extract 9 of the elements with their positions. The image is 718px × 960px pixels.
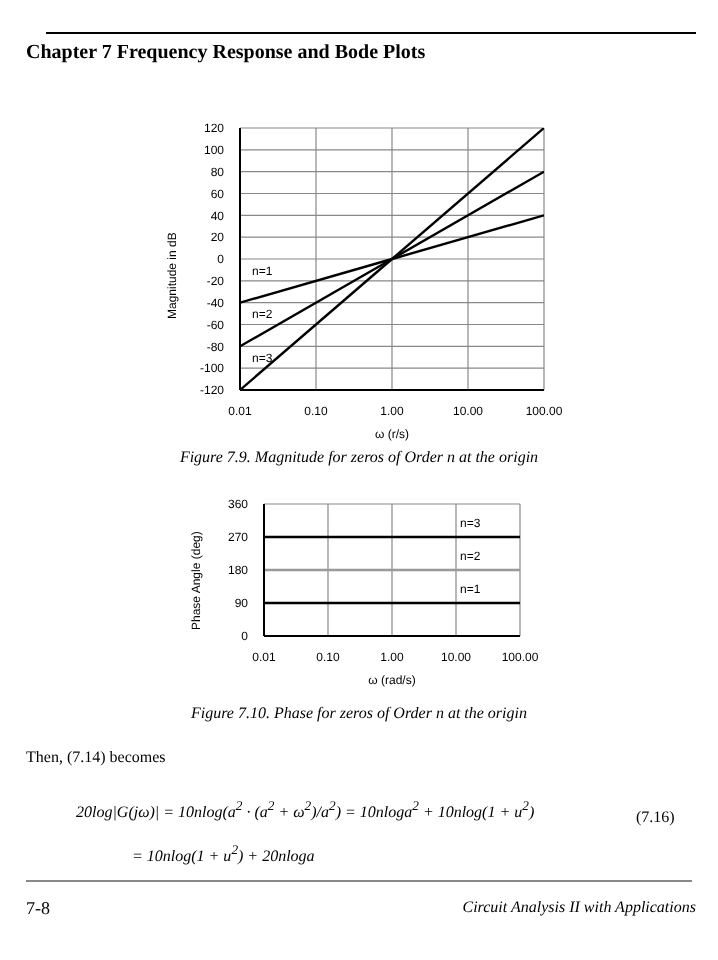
text: Then, (7.14) becomes — [26, 748, 166, 766]
text: = 10nlog(1 + u$^{2}$) + 20nloga — [132, 844, 315, 866]
text: 20log|G(jω)| = 10nlog(a$^{2}$ · (a$^{2}$ + ω$^{2}$)/a$^{2}$) = 10nloga$^{2}$ + 10nlog(1 + u$^{2}$) — [76, 800, 535, 822]
text: (7.16) — [636, 808, 675, 826]
text: Chapter 7 Frequency Response and Bode Plots — [26, 42, 426, 64]
caption: Figure 7.9. Magnitude for zeros of Order n at the origin — [177, 448, 541, 466]
text: Circuit Analysis II with Applications — [460, 898, 696, 916]
caption: Figure 7.10. Phase for zeros of Order n at the origin — [189, 704, 529, 722]
text: 7-8 — [26, 898, 50, 918]
